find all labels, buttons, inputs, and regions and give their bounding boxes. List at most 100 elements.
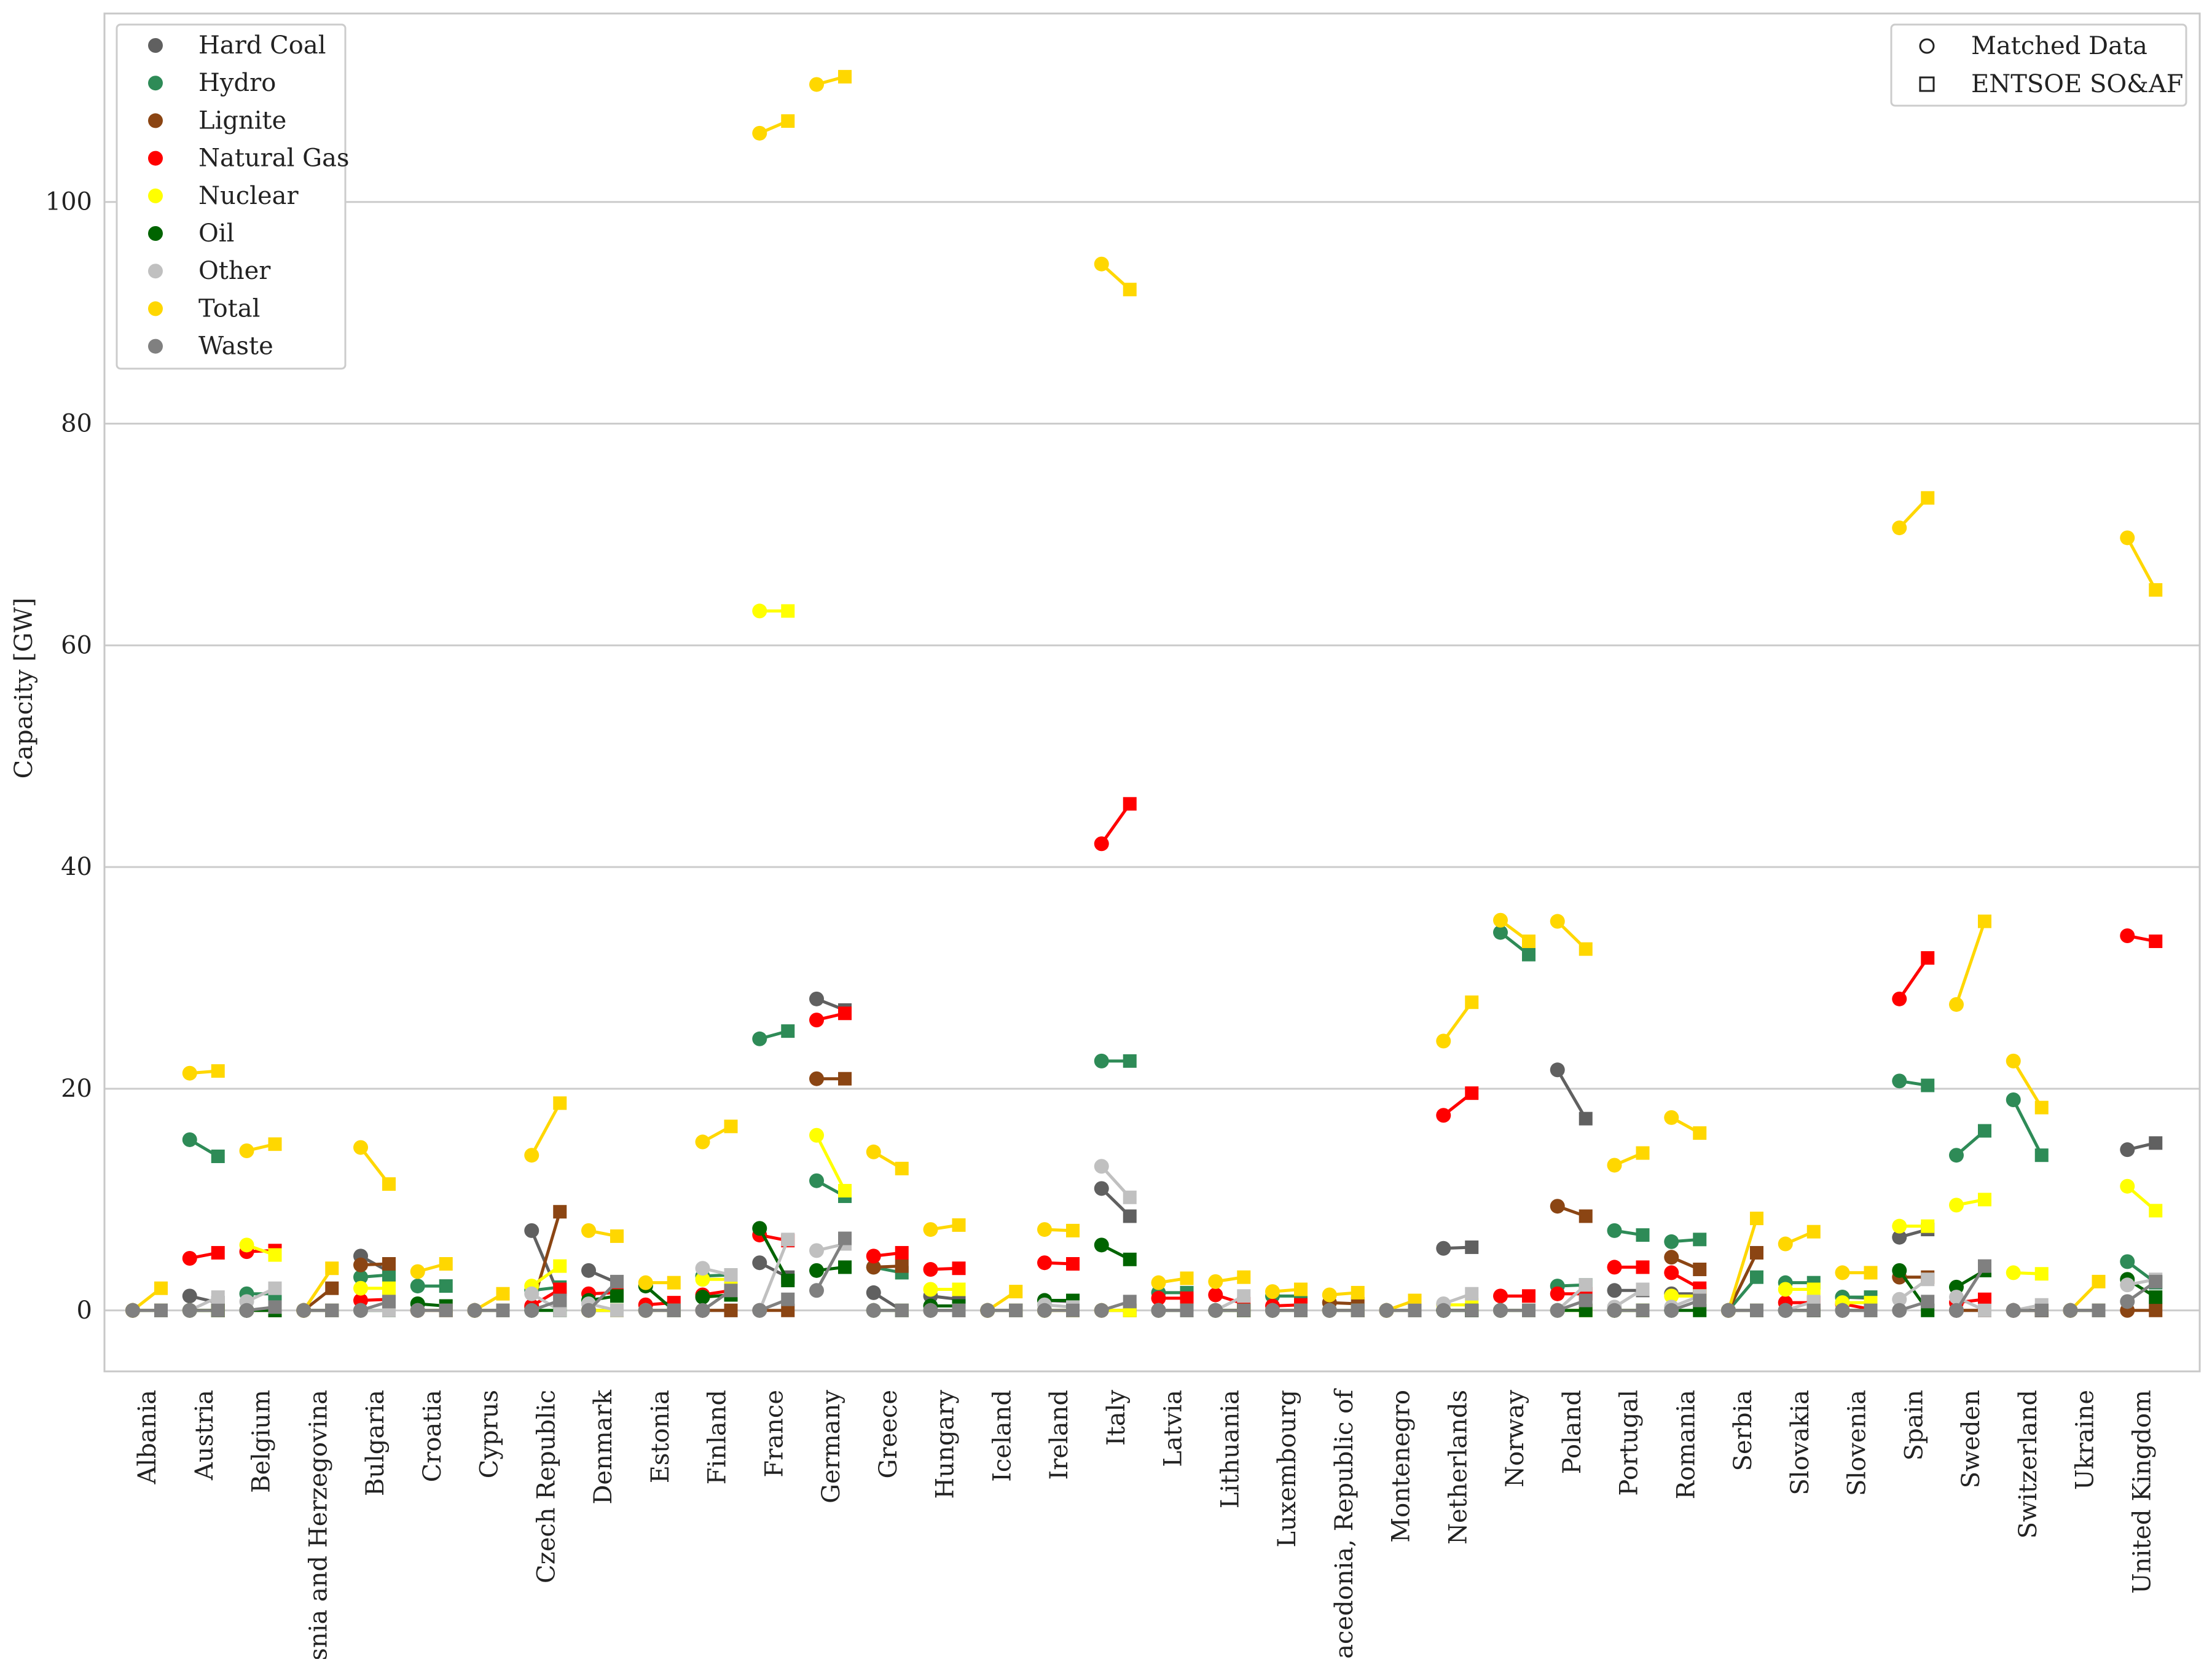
connector-total-bosnia-and-herzegovina (302, 1267, 334, 1312)
connector-other-france (758, 1239, 790, 1311)
point-entsoe-lignite-romania (1693, 1263, 1707, 1277)
x-tick-label-ireland: Ireland (1045, 1390, 1073, 1480)
point-matched-total-slovakia (1778, 1236, 1793, 1252)
connector-total-united-kingdom (2126, 537, 2157, 591)
point-matched-nuclear-spain (1892, 1218, 1907, 1234)
point-entsoe-waste-ireland (1066, 1303, 1080, 1317)
plot-frame (103, 12, 2201, 1373)
point-matched-natural-gas-germany (809, 1013, 824, 1028)
series-waste (125, 1231, 2163, 1318)
x-tick-label-greece: Greece (874, 1390, 903, 1479)
point-entsoe-waste-germany (838, 1231, 852, 1245)
point-matched-hydro-portugal (1607, 1223, 1622, 1238)
x-tick-label-iceland: Iceland (988, 1390, 1016, 1482)
point-matched-nuclear-hungary (923, 1282, 938, 1297)
connector-total-czech-republic (530, 1102, 562, 1156)
point-matched-hard-coal-portugal (1607, 1283, 1622, 1298)
x-tick-label-bosnia-and-herzegovina: Bosnia and Herzegovina (304, 1390, 332, 1659)
point-matched-total-romania (1664, 1110, 1679, 1125)
point-matched-total-poland (1550, 914, 1565, 929)
point-entsoe-total-czech-republic (553, 1096, 567, 1110)
point-matched-nuclear-slovakia (1778, 1282, 1793, 1297)
point-matched-waste-macedonia-republic-of (1322, 1303, 1337, 1318)
point-matched-hydro-united-kingdom (2120, 1254, 2135, 1269)
x-tick-label-austria: Austria (190, 1390, 219, 1481)
point-matched-hydro-norway (1493, 925, 1508, 940)
point-matched-waste-switzerland (2006, 1303, 2021, 1318)
point-matched-waste-sweden (1949, 1303, 1964, 1318)
point-matched-other-spain (1892, 1292, 1907, 1307)
legend-label-waste: Waste (198, 332, 273, 361)
point-entsoe-total-albania (154, 1281, 168, 1295)
point-matched-total-germany (809, 77, 824, 92)
x-tick-label-czech-republic: Czech Republic (532, 1390, 560, 1583)
point-entsoe-waste-spain (1921, 1295, 1935, 1309)
point-matched-waste-finland (695, 1303, 710, 1318)
point-matched-total-norway (1493, 912, 1508, 928)
legend-data-sources: Matched Data ENTSOE SO&AF (1890, 23, 2187, 107)
legend-marker-lignite (148, 113, 163, 128)
point-matched-hydro-switzerland (2006, 1092, 2021, 1107)
x-tick-label-france: France (760, 1390, 788, 1478)
point-entsoe-total-belgium (268, 1137, 282, 1151)
point-entsoe-oil-germany (838, 1260, 852, 1274)
x-tick-label-sweden: Sweden (1957, 1390, 1985, 1488)
point-entsoe-waste-lithuania (1237, 1303, 1251, 1317)
point-matched-total-luxembourg (1265, 1284, 1280, 1299)
point-matched-waste-italy (1094, 1303, 1109, 1318)
point-entsoe-nuclear-hungary (952, 1282, 966, 1296)
point-entsoe-other-italy (1123, 1190, 1137, 1204)
point-entsoe-waste-bosnia-and-herzegovina (325, 1303, 339, 1317)
point-matched-nuclear-sweden (1949, 1198, 1964, 1213)
x-tick-label-belgium: Belgium (248, 1390, 276, 1493)
x-tick-label-spain: Spain (1900, 1390, 1928, 1460)
point-entsoe-waste-netherlands (1465, 1303, 1479, 1317)
point-matched-hard-coal-italy (1094, 1181, 1109, 1196)
point-matched-hydro-bulgaria (353, 1269, 368, 1285)
point-matched-nuclear-finland (695, 1272, 710, 1287)
legend-marker-waste (148, 339, 163, 354)
point-entsoe-waste-montenegro (1408, 1303, 1422, 1317)
point-matched-natural-gas-norway (1493, 1288, 1508, 1304)
point-matched-nuclear-belgium (239, 1237, 254, 1253)
point-entsoe-total-austria (211, 1064, 225, 1078)
point-entsoe-total-lithuania (1237, 1270, 1251, 1284)
point-entsoe-nuclear-switzerland (2034, 1267, 2049, 1281)
point-entsoe-hydro-bulgaria (382, 1268, 396, 1282)
point-entsoe-total-iceland (1009, 1285, 1023, 1299)
point-entsoe-natural-gas-latvia (1180, 1291, 1194, 1305)
point-entsoe-nuclear-france (781, 604, 795, 618)
point-entsoe-natural-gas-netherlands (1465, 1086, 1479, 1100)
point-matched-hard-coal-spain (1892, 1229, 1907, 1245)
point-matched-waste-montenegro (1379, 1303, 1394, 1318)
point-entsoe-nuclear-slovakia (1806, 1282, 1821, 1296)
point-matched-hydro-italy (1094, 1053, 1109, 1068)
x-tick-label-bulgaria: Bulgaria (361, 1390, 390, 1496)
point-matched-natural-gas-united-kingdom (2120, 928, 2135, 943)
point-entsoe-lignite-poland (1579, 1209, 1593, 1223)
x-tick-label-netherlands: Netherlands (1444, 1390, 1472, 1545)
legend-label-total: Total (198, 294, 260, 323)
point-matched-total-lithuania (1208, 1274, 1223, 1289)
point-entsoe-natural-gas-norway (1522, 1289, 1535, 1303)
x-tick-label-ukraine: Ukraine (2071, 1390, 2100, 1490)
connector-hard-coal-poland (1556, 1069, 1587, 1119)
point-matched-hydro-romania (1664, 1234, 1679, 1249)
x-tick-label-denmark: Denmark (589, 1389, 618, 1504)
y-axis-ticks: 0 20 40 60 80 100 (45, 188, 92, 1325)
point-matched-waste-netherlands (1436, 1303, 1451, 1318)
point-matched-total-switzerland (2006, 1053, 2021, 1068)
x-tick-label-luxembourg: Luxembourg (1273, 1390, 1301, 1548)
point-matched-hard-coal-germany (809, 991, 824, 1006)
connector-total-serbia (1727, 1218, 1759, 1311)
point-entsoe-natural-gas-italy (1123, 797, 1137, 811)
point-matched-hard-coal-france (752, 1255, 767, 1271)
point-entsoe-nuclear-spain (1921, 1219, 1935, 1233)
point-entsoe-other-austria (211, 1290, 225, 1304)
point-matched-total-france (752, 125, 767, 141)
legend-marker-total (148, 301, 163, 316)
point-matched-nuclear-united-kingdom (2120, 1178, 2135, 1194)
x-tick-label-finland: Finland (704, 1390, 732, 1484)
point-matched-waste-lithuania (1208, 1303, 1223, 1318)
point-matched-oil-spain (1892, 1263, 1907, 1278)
